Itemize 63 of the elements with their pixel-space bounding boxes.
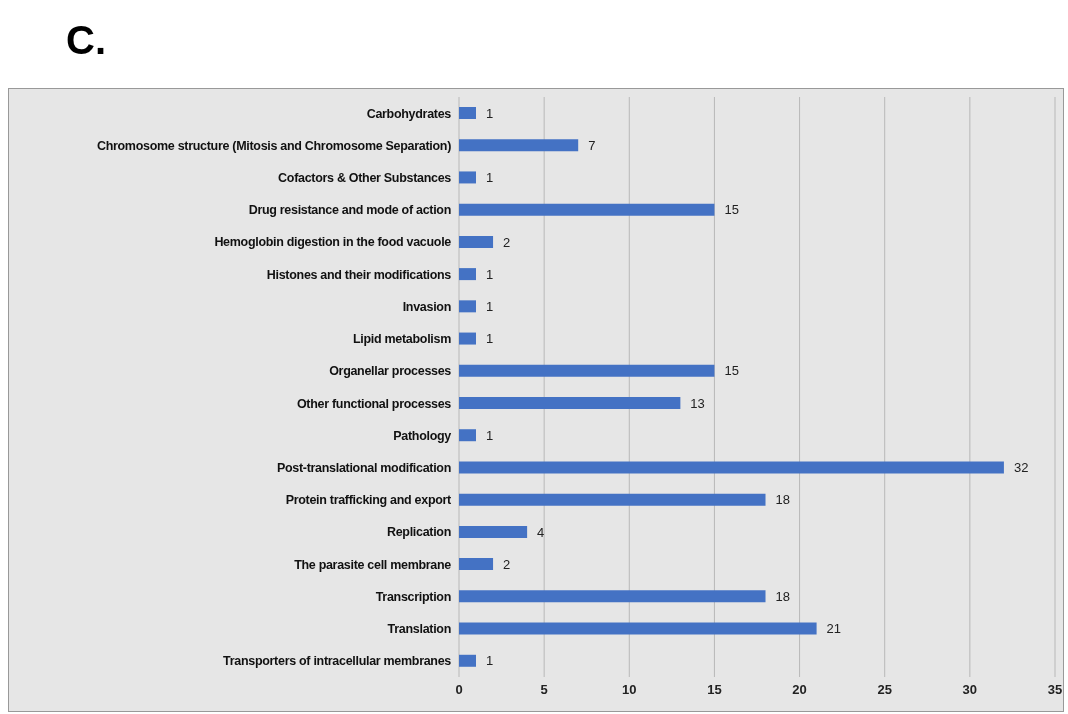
- bar: [459, 493, 766, 506]
- bar: [459, 268, 477, 281]
- data-label: 13: [690, 395, 705, 411]
- y-tick-label: Translation: [387, 622, 451, 637]
- y-tick-label: Transcription: [375, 589, 451, 604]
- bar: [459, 171, 477, 184]
- data-label: 7: [588, 137, 596, 153]
- text: C.: [65, 17, 107, 64]
- y-tick-label: Protein trafficking and export: [285, 493, 453, 508]
- x-tick-label: 30: [962, 682, 978, 698]
- bar: [459, 235, 494, 248]
- bar: [459, 139, 579, 152]
- bar: [459, 429, 477, 442]
- data-label: 1: [486, 105, 494, 121]
- x-tick-label: 20: [792, 682, 807, 698]
- y-tick-label: Invasion: [402, 299, 451, 314]
- bar: [459, 203, 715, 216]
- data-label: 1: [486, 427, 494, 443]
- data-label: 1: [486, 653, 494, 669]
- x-tick-label: 35: [1047, 682, 1063, 698]
- y-tick-label: Transporters of intracellular membranes: [223, 654, 452, 669]
- data-label: 1: [486, 170, 494, 186]
- x-tick-label: 10: [622, 682, 637, 698]
- bar: [459, 558, 494, 571]
- data-label: 1: [486, 298, 494, 314]
- bar: [459, 590, 766, 603]
- data-label: 15: [724, 363, 739, 379]
- bar: [459, 107, 477, 119]
- y-tick-label: Carbohydrates: [366, 106, 452, 121]
- bar: [459, 622, 817, 635]
- bar: [459, 300, 477, 313]
- x-tick-label: 25: [877, 682, 892, 698]
- y-tick-label: Histones and their modifications: [266, 267, 452, 282]
- bar: [459, 461, 1004, 474]
- bar: [459, 525, 528, 538]
- y-tick-label: Pathology: [393, 428, 452, 443]
- bar: [459, 364, 715, 377]
- data-label: 18: [775, 492, 790, 508]
- bar: [459, 654, 477, 667]
- y-tick-label: Other functional processes: [296, 396, 452, 411]
- bar: [459, 397, 681, 409]
- y-tick-label: Lipid metabolism: [353, 332, 452, 347]
- data-label: 4: [537, 524, 545, 540]
- y-tick-label: Drug resistance and mode of action: [248, 203, 451, 218]
- data-label: 1: [486, 266, 494, 282]
- y-tick-label: Cofactors & Other Substances: [278, 170, 452, 185]
- data-label: 2: [503, 556, 511, 572]
- data-label: 32: [1013, 460, 1029, 476]
- x-tick-label: 0: [455, 682, 463, 698]
- bar: [459, 332, 477, 345]
- data-label: 21: [826, 621, 842, 637]
- data-label: 1: [486, 331, 494, 347]
- y-tick-label: Hemoglobin digestion in the food vacuole: [214, 235, 452, 250]
- y-tick-label: Post-translational modification: [276, 460, 451, 475]
- data-label: 15: [724, 202, 739, 218]
- data-label: 2: [503, 234, 511, 250]
- data-label: 18: [775, 588, 790, 604]
- x-tick-label: 15: [707, 682, 722, 698]
- y-tick-label: Replication: [386, 525, 451, 540]
- y-tick-label: The parasite cell membrane: [294, 557, 452, 572]
- y-tick-label: Organellar processes: [329, 364, 452, 379]
- x-tick-label: 5: [540, 682, 548, 698]
- y-tick-label: Chromosome structure (Mitosis and Chromosome Separation): [96, 138, 452, 153]
